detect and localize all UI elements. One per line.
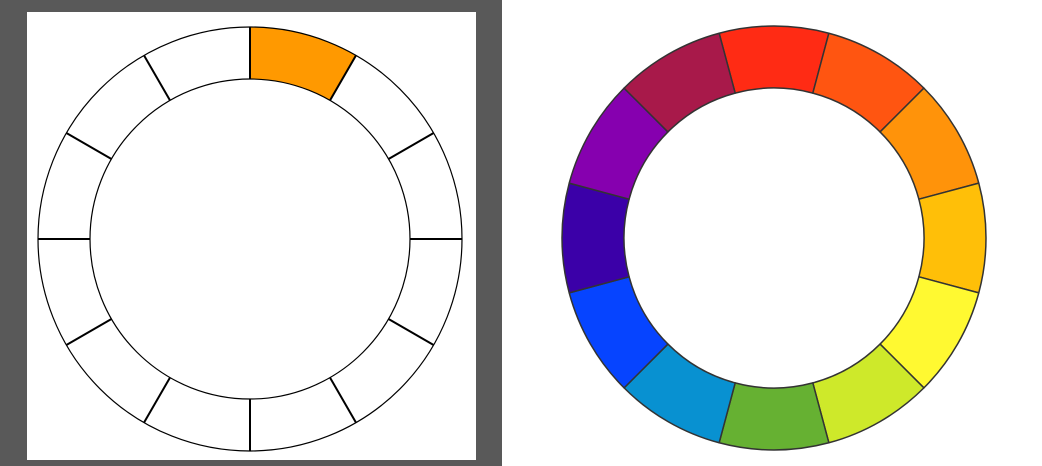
segment-dividers xyxy=(38,27,462,451)
segment-divider xyxy=(143,54,171,101)
wheel-segments xyxy=(38,27,462,451)
segment-divider xyxy=(143,377,171,424)
color-segment xyxy=(561,182,630,294)
empty-segment xyxy=(66,319,170,423)
color-wheel-panel xyxy=(502,0,1042,466)
empty-segment xyxy=(144,27,250,101)
empty-segment xyxy=(66,55,170,159)
segment-divider xyxy=(65,318,112,346)
segment-divider xyxy=(65,132,112,160)
wheel-segments xyxy=(561,25,987,451)
filled-color-wheel-diagram xyxy=(561,25,987,451)
empty-segment xyxy=(388,133,462,239)
editor-canvas xyxy=(0,0,502,466)
color-segment xyxy=(623,32,736,133)
color-segment xyxy=(718,25,830,94)
color-segment xyxy=(718,382,830,451)
empty-color-wheel-diagram xyxy=(0,0,502,466)
empty-segment xyxy=(250,377,356,451)
empty-segment xyxy=(38,239,112,345)
color-segment xyxy=(918,182,987,294)
empty-segment xyxy=(388,239,462,345)
segment-divider xyxy=(329,54,357,101)
empty-segment xyxy=(330,319,434,423)
segment-divider xyxy=(388,318,435,346)
empty-segment xyxy=(330,55,434,159)
empty-segment xyxy=(144,377,250,451)
segment-divider xyxy=(388,132,435,160)
empty-segment xyxy=(38,133,112,239)
segment-divider xyxy=(329,377,357,424)
filled-segment xyxy=(250,27,356,101)
